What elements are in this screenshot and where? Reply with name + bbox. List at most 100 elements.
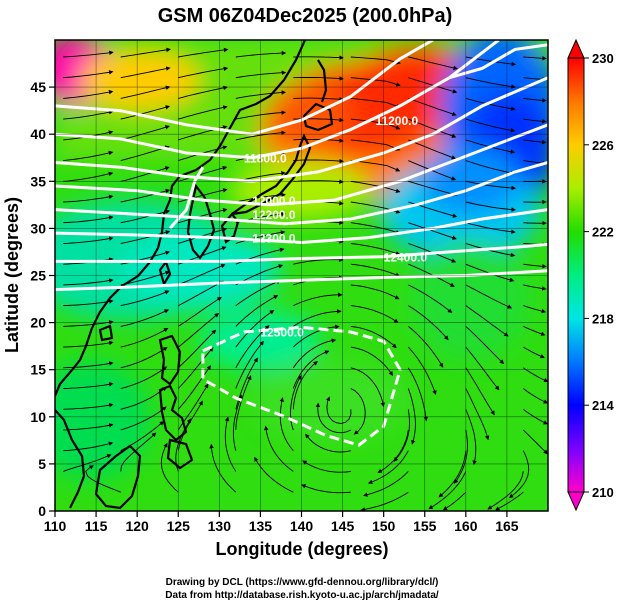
y-axis-label: Latitude (degrees) [2,197,22,353]
streamline [363,471,409,497]
streamline [120,188,171,203]
x-tick-label: 130 [208,518,232,534]
height-contour [55,161,548,226]
streamline [408,77,458,94]
wind-streamlines [63,47,548,511]
streamline [235,340,264,389]
streamline [350,367,385,408]
taiwan-coastline [158,259,172,287]
colorbar-tick-label: 230 [592,51,614,66]
colorbar-tick-label: 218 [592,311,614,326]
streamline [495,491,524,511]
hainan-coastline [98,324,114,342]
philippines-visayas-coastline [158,384,188,442]
x-tick-label: 135 [249,518,273,534]
streamline [350,346,394,376]
x-tick-label: 150 [372,518,396,534]
x-tick-label: 120 [125,518,149,534]
streamline [465,305,509,337]
colorbar-tick-label: 210 [592,485,614,500]
streamline [293,292,343,307]
streamline [465,346,500,391]
colorbar-tick-label: 222 [592,225,614,240]
contour-label: 12000.0 [252,194,296,208]
streamline [178,165,228,182]
streamline [350,388,366,435]
credit-data: Data from http://database.rish.kyoto-u.a… [165,590,439,601]
colorbar-ticks: 210 214 218 222 226 230 [584,51,614,500]
colorbar-tick-label: 214 [592,398,614,413]
x-tick-label: 155 [413,518,437,534]
streamline [292,350,330,389]
height-contour [55,208,548,245]
streamline [63,361,114,369]
streamline [120,406,167,431]
y-axis-ticks: 0 5 10 15 20 25 30 35 40 45 [30,79,55,519]
streamline [209,443,237,493]
streamline [465,284,513,309]
streamline [523,284,547,291]
x-tick-label: 145 [331,518,355,534]
japan-hokkaido-coastline [302,102,334,132]
streamline [63,89,114,99]
streamline [350,263,401,277]
streamline [428,471,467,510]
coastlines [55,40,334,510]
streamline [63,70,114,79]
streamline [465,388,490,441]
streamline [350,118,401,130]
contour-label: 12200.0 [252,208,296,222]
streamline [408,326,444,368]
streamline [408,284,453,314]
streamline [465,97,516,111]
streamline [178,105,228,120]
streamline [120,209,171,224]
contour-label: 11200.0 [375,114,418,128]
streamline [350,139,401,151]
streamline [63,340,114,348]
streamline [120,346,168,369]
x-axis-ticks: 110 115 120 125 130 135 140 145 150 155 160 165 [44,511,519,534]
height-contour [55,123,548,207]
streamline [254,456,294,493]
streamline [523,55,547,61]
streamline [120,432,157,472]
streamline [120,125,170,141]
streamline [523,367,548,383]
streamline [293,309,342,327]
streamline [350,97,401,109]
streamline [393,409,410,462]
borneo-coastline [94,444,142,510]
streamline [120,290,170,307]
streamline [377,429,409,473]
streamline [232,394,243,451]
streamline [178,85,228,99]
x-tick-label: 140 [290,518,314,534]
streamline [63,382,114,389]
x-tick-label: 115 [85,518,108,534]
colorbar-min-arrow [567,491,585,512]
asia-mainland-coastline [55,40,307,397]
x-axis-label: Longitude (degrees) [215,539,388,559]
streamline [523,263,547,269]
streamline [325,396,352,424]
streamline [120,366,168,389]
streamline [367,450,409,484]
streamline [523,388,548,404]
y-tick-label: 15 [30,362,46,378]
y-tick-label: 25 [30,268,46,284]
streamline [224,416,237,472]
streamline [63,150,114,162]
streamline [360,491,409,511]
streamline [408,305,449,341]
streamline [120,166,170,182]
credit-drawing: Drawing by DCL (https://www.gfd-dennou.o… [166,577,439,588]
streamline [523,325,546,336]
streamline [235,295,279,327]
colorbar-tick-label: 226 [592,138,614,153]
streamline [292,324,340,348]
colorbar-gradient [567,57,585,493]
streamline [408,263,455,287]
streamline [63,441,114,452]
